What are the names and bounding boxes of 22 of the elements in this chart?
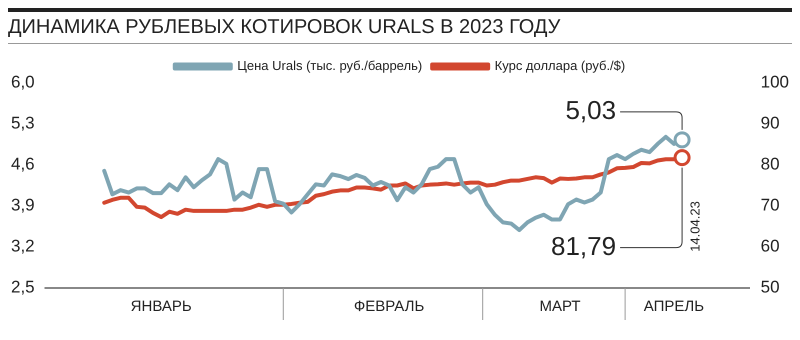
y2-tick-label: 50 <box>760 278 780 297</box>
y-tick-label: 5,3 <box>10 114 35 133</box>
y-tick-label: 4,6 <box>10 154 35 174</box>
legend-label: Курс доллара (руб./$) <box>494 58 626 74</box>
y-tick-label: 3,9 <box>10 196 35 215</box>
x-tick-label: АПРЕЛЬ <box>644 298 704 316</box>
y2-tick-label: 80 <box>760 154 780 174</box>
y2-tick-label: 100 <box>760 72 790 92</box>
y2-tick-label: 60 <box>760 236 780 256</box>
chart-title: ДИНАМИКА РУБЛЕВЫХ КОТИРОВОК URALS В 2023 ГОДУ <box>8 8 792 44</box>
x-tick-label: ФЕВРАЛЬ <box>354 298 424 316</box>
y2-tick-label: 70 <box>760 196 780 215</box>
y-tick-label: 6,0 <box>10 72 35 92</box>
y-tick-label: 3,2 <box>10 236 35 256</box>
y2-tick-label: 90 <box>760 114 780 133</box>
x-tick-label: МАРТ <box>540 298 581 316</box>
data-label: 81,79 <box>551 230 616 261</box>
x-tick-label: ЯНВАРЬ <box>130 298 192 316</box>
legend-label: Цена Urals (тыс. руб./баррель) <box>237 58 422 74</box>
data-label: 5,03 <box>565 94 616 125</box>
y-tick-label: 2,5 <box>10 278 35 297</box>
text: 14.04.23 <box>688 201 703 252</box>
